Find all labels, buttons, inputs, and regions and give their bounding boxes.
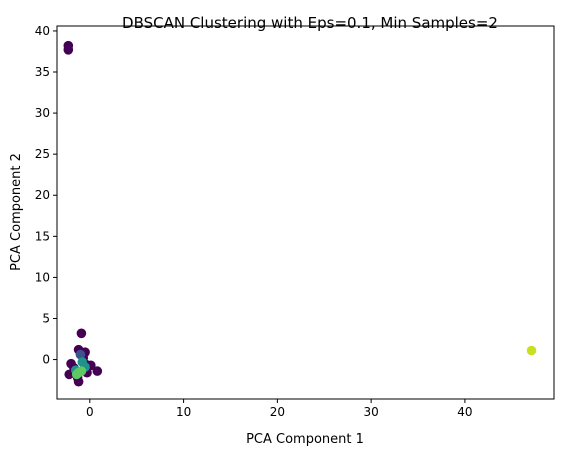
y-tick-label: 20 bbox=[35, 188, 50, 202]
y-axis-label: PCA Component 2 bbox=[9, 153, 24, 271]
y-tick-label: 25 bbox=[35, 147, 50, 161]
x-axis-ticks: 0 10 20 30 40 bbox=[86, 399, 473, 419]
data-point-noise bbox=[76, 328, 87, 339]
chart-title: DBSCAN Clustering with Eps=0.1, Min Samp… bbox=[122, 14, 498, 32]
y-tick-label: 35 bbox=[35, 65, 50, 79]
y-tick-label: 40 bbox=[35, 24, 50, 38]
x-tick-label: 20 bbox=[270, 405, 285, 419]
plot-frame bbox=[56, 25, 555, 400]
data-point-noise bbox=[63, 45, 74, 55]
data-point-noise bbox=[92, 366, 103, 376]
points-layer bbox=[63, 40, 537, 387]
y-tick-label: 0 bbox=[42, 353, 50, 367]
y-tick-label: 30 bbox=[35, 106, 50, 120]
y-axis-ticks: 0 5 10 15 20 25 30 35 40 bbox=[35, 24, 57, 367]
x-axis-label: PCA Component 1 bbox=[246, 432, 364, 447]
x-tick-label: 30 bbox=[364, 405, 379, 419]
x-tick-label: 10 bbox=[176, 405, 191, 419]
data-point-cluster_d bbox=[526, 345, 537, 356]
y-tick-label: 10 bbox=[35, 270, 50, 284]
x-tick-label: 0 bbox=[86, 405, 94, 419]
data-point-noise bbox=[73, 376, 84, 387]
data-point-cluster_c bbox=[71, 369, 82, 380]
y-tick-label: 5 bbox=[42, 311, 50, 325]
y-tick-label: 15 bbox=[35, 229, 50, 243]
data-point-cluster_a bbox=[75, 349, 86, 360]
x-tick-label: 40 bbox=[457, 405, 472, 419]
